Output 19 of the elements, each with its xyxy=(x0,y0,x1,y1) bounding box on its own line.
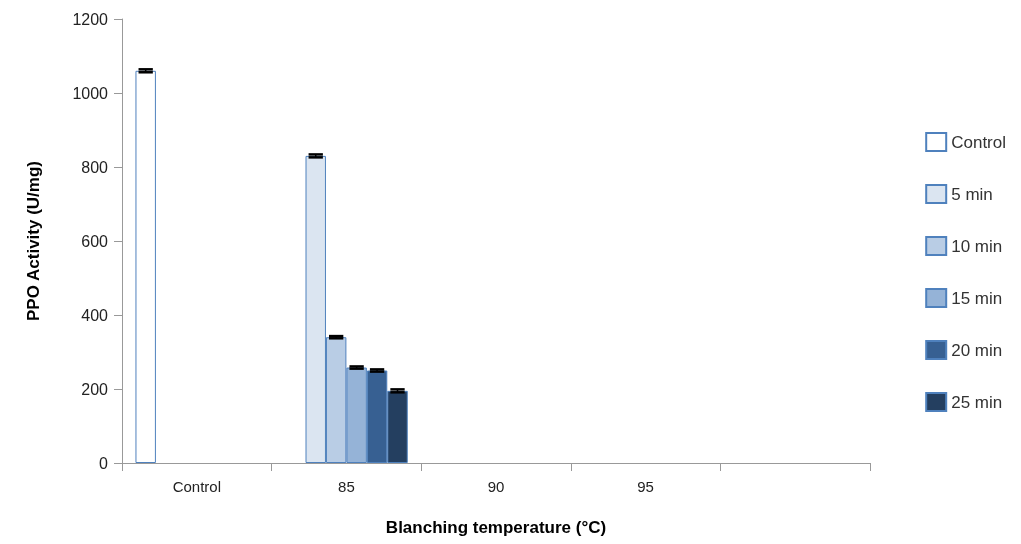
x-tick-label: 85 xyxy=(338,478,355,495)
legend-label: 20 min xyxy=(951,340,1003,360)
y-tick-label: 1200 xyxy=(72,10,109,28)
x-tick-label: 90 xyxy=(487,478,505,495)
legend-label: 5 min xyxy=(951,184,993,204)
y-tick-label: 0 xyxy=(99,454,109,472)
x-axis-title: Blanching temperature (°C) xyxy=(385,518,607,537)
y-tick-label: 600 xyxy=(81,232,109,250)
x-tick-label: Control xyxy=(172,478,221,495)
legend-label: 25 min xyxy=(951,392,1003,412)
y-tick-label: 1000 xyxy=(72,84,109,102)
legend-label: 10 min xyxy=(951,236,1003,256)
y-tick-label: 400 xyxy=(81,306,109,324)
y-tick-label: 800 xyxy=(81,158,109,176)
legend-label: 15 min xyxy=(951,288,1003,308)
legend-label: Control xyxy=(951,132,1007,152)
y-axis-title: PPO Activity (U/mg) xyxy=(24,161,43,321)
x-tick-label: 95 xyxy=(637,478,654,495)
y-tick-label: 200 xyxy=(81,380,109,398)
